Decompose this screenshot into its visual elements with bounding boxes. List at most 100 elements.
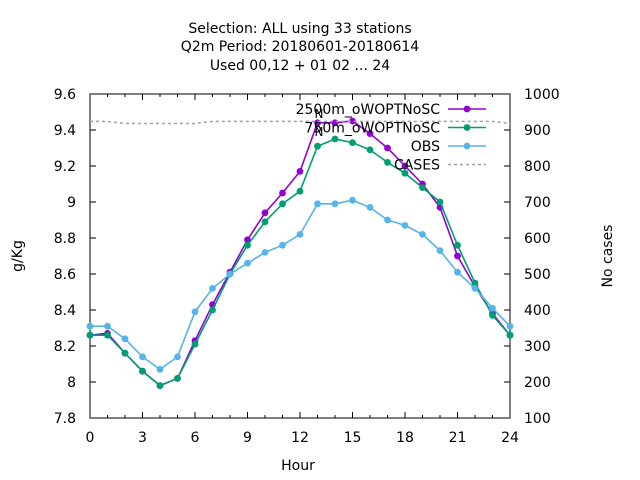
data-point [366, 204, 374, 211]
y2-tick-label: 100 [524, 411, 551, 427]
legend-label: OBS [411, 139, 440, 155]
data-point [401, 162, 409, 170]
data-point [86, 331, 94, 339]
y2-tick-label: 1000 [524, 87, 560, 103]
x-tick-label: 3 [138, 430, 147, 446]
y-tick-label: 7.8 [54, 411, 76, 427]
data-point [279, 241, 286, 249]
data-point [419, 231, 426, 238]
data-point [471, 279, 479, 287]
y2-tick-label: 300 [524, 339, 551, 355]
data-point [209, 285, 216, 292]
y-tick-label: 8.6 [54, 267, 76, 283]
y2-tick-label: 200 [524, 375, 551, 391]
plot-area-frame [89, 93, 511, 419]
x-tick-label: 21 [449, 430, 467, 446]
data-point [506, 322, 514, 330]
data-point [349, 196, 356, 204]
legend-item: 2500m_oWOPTNoSC [296, 102, 486, 118]
data-point [366, 146, 374, 154]
y-tick-label: 9.2 [54, 159, 76, 175]
series-line [89, 120, 511, 387]
y-tick-label: 8.8 [54, 231, 76, 247]
x-tick-label: 24 [501, 430, 519, 446]
x-axis: 0 3 6 9 12 15 18 21 24 [86, 94, 519, 446]
data-point [489, 312, 496, 319]
legend-label: CASES [394, 158, 440, 174]
annotation: N N [315, 107, 324, 139]
title-line-1: Selection: ALL using 33 stations [188, 21, 411, 37]
data-point [401, 169, 409, 177]
series-1 [86, 117, 514, 389]
data-point [139, 367, 146, 375]
series-layer [86, 117, 514, 389]
data-point [279, 189, 286, 197]
series-line [90, 138, 511, 387]
data-point [156, 382, 164, 389]
data-point [296, 231, 304, 238]
data-point [174, 353, 181, 361]
y2-tick-label: 500 [524, 267, 551, 283]
y2-tick-label: 800 [524, 159, 551, 175]
legend: 2500m_oWOPTNoSC 750m_oWOPTNoSC OBS CASES [296, 102, 486, 174]
y-tick-label: 9.6 [54, 87, 76, 103]
data-point [349, 117, 356, 125]
data-point [296, 168, 304, 175]
series-4 [90, 120, 511, 125]
legend-label: 750m_oWOPTNoSC [305, 121, 441, 137]
y2-tick-label: 700 [524, 195, 551, 211]
y2-tick-label: 400 [524, 303, 551, 319]
data-point [454, 252, 461, 260]
data-point [471, 285, 479, 292]
legend-label: 2500m_oWOPTNoSC [296, 102, 441, 118]
data-point [279, 200, 286, 208]
data-point [419, 184, 426, 192]
y2-tick-label: 600 [524, 231, 551, 247]
data-point [261, 209, 269, 217]
y-axis-right: 100 200 300 400 500 600 700 800 900 1000 [504, 87, 560, 427]
chart-title: Selection: ALL using 33 stations Q2m Per… [181, 21, 419, 74]
x-tick-label: 12 [291, 430, 309, 446]
data-point [244, 236, 251, 244]
data-point [139, 353, 146, 361]
data-point [226, 270, 234, 278]
legend-item: CASES [394, 158, 486, 174]
data-point [401, 222, 409, 229]
data-point [296, 187, 304, 195]
data-point [261, 249, 269, 256]
data-point [104, 322, 111, 330]
data-point [314, 142, 321, 150]
x-tick-label: 18 [396, 430, 414, 446]
y-tick-label: 9.4 [54, 123, 76, 139]
data-point [349, 139, 356, 147]
data-point [436, 247, 444, 255]
y-axis-label: g/Kg [10, 240, 26, 272]
data-point [384, 216, 391, 224]
data-point [244, 241, 251, 249]
title-line-3: Used 00,12 + 01 02 ... 24 [210, 58, 390, 74]
legend-marker [463, 105, 471, 113]
data-point [156, 366, 164, 373]
data-point [86, 322, 94, 330]
legend-marker [463, 142, 471, 150]
data-point [384, 144, 391, 152]
x-tick-label: 15 [344, 430, 362, 446]
data-point [261, 218, 269, 226]
data-point [436, 198, 444, 206]
x-tick-label: 9 [243, 430, 252, 446]
data-point [244, 259, 251, 267]
legend-item: 750m_oWOPTNoSC [305, 121, 486, 137]
legend-marker [463, 124, 471, 131]
data-point [384, 159, 391, 166]
series-3 [86, 196, 514, 373]
series-line [90, 120, 511, 125]
y-tick-label: 9 [67, 195, 76, 211]
data-point [174, 375, 181, 382]
data-point [314, 200, 321, 208]
data-point [121, 335, 129, 343]
y-tick-label: 8.4 [54, 303, 76, 319]
legend-item: OBS [411, 139, 486, 155]
data-point [121, 349, 129, 357]
y-axis-left: 7.8 8 8.2 8.4 8.6 8.8 9 9.2 9.4 9.6 [54, 87, 96, 427]
